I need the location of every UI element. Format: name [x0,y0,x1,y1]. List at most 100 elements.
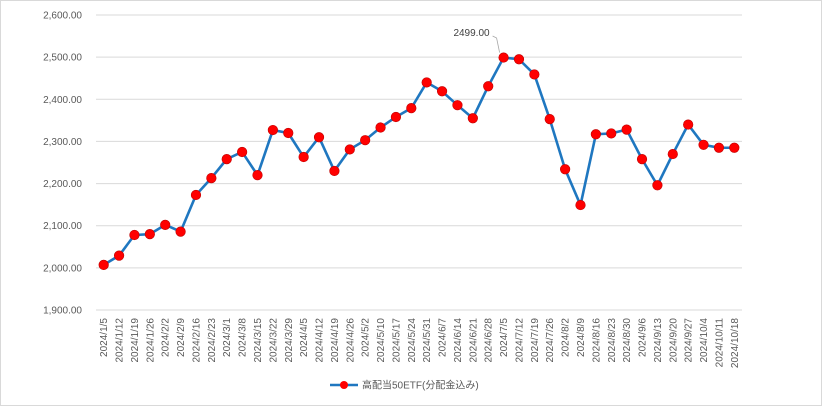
data-point [513,54,525,65]
legend-marker [340,381,348,389]
x-tick-label: 2024/3/8 [238,318,249,357]
data-point [452,100,463,111]
data-point [144,229,155,240]
data-point [529,69,540,80]
x-tick-label: 2024/1/12 [115,318,126,363]
data-point [298,151,309,163]
x-tick-label: 2024/3/22 [268,318,279,363]
x-tick-label: 2024/6/21 [468,318,479,363]
data-point [698,139,709,150]
data-point [329,165,340,177]
data-point [344,144,355,155]
x-tick-label: 2024/4/26 [345,318,356,363]
data-point [667,148,678,160]
x-tick-label: 2024/4/5 [299,318,310,357]
data-point [313,132,325,143]
data-point [713,142,725,153]
x-tick-label: 2024/7/19 [530,318,541,363]
x-tick-label: 2024/7/5 [499,318,510,357]
y-tick-label: 1,900.00 [43,306,82,317]
y-tick-label: 2,200.00 [43,179,82,190]
x-tick-label: 2024/9/27 [684,318,695,363]
x-tick-label: 2024/2/16 [191,318,202,363]
series-layer [98,52,740,271]
data-point [175,226,186,237]
data-point [560,164,571,175]
data-point [375,122,386,133]
data-point [498,52,509,63]
x-tick-label: 2024/9/6 [638,318,649,357]
x-tick-label: 2024/5/17 [391,318,402,363]
legend: 高配当50ETF(分配金込み) [330,379,479,392]
x-tick-label: 2024/7/12 [514,318,525,363]
data-point [421,77,432,88]
x-tick-label: 2024/2/23 [207,318,218,363]
x-tick-label: 2024/5/10 [376,318,387,363]
y-tick-label: 2,000.00 [43,263,82,274]
y-tick-label: 2,600.00 [43,11,82,22]
y-tick-label: 2,100.00 [43,221,82,232]
data-point [683,119,694,130]
y-tick-label: 2,400.00 [43,95,82,106]
x-tick-label: 2024/5/24 [407,318,418,363]
x-tick-label: 2024/6/14 [453,318,464,363]
x-tick-label: 2024/1/26 [145,318,156,363]
data-point [621,124,632,135]
data-point [406,103,417,114]
data-point [467,113,478,124]
legend-label: 高配当50ETF(分配金込み) [362,379,479,392]
data-point [160,219,171,230]
x-tick-label: 2024/8/23 [607,318,618,363]
data-point [575,199,586,211]
data-point [729,142,740,153]
data-point [652,180,663,191]
x-tick-label: 2024/3/1 [222,318,233,357]
data-point [190,189,202,201]
data-point [267,124,278,136]
data-point [544,113,555,125]
x-tick-label: 2024/1/19 [130,318,141,363]
x-axis-tick-labels: 2024/1/5 2024/1/12 2024/1/19 2024/1/26 2024/… [99,318,741,368]
x-tick-label: 2024/10/18 [730,318,741,368]
data-point [483,81,494,92]
data-point [636,154,648,165]
x-tick-label: 2024/1/5 [99,318,110,357]
x-tick-label: 2024/2/2 [161,318,172,357]
data-point [113,250,125,261]
x-tick-label: 2024/6/28 [484,318,495,363]
annotations-layer: 2499.00 [453,28,500,53]
y-axis-tick-labels: 1,900.00 2,000.00 2,100.00 2,200.00 2,300.00… [43,11,82,317]
x-tick-label: 2024/3/29 [284,318,295,363]
x-tick-label: 2024/4/12 [315,318,326,363]
x-tick-label: 2024/8/2 [561,318,572,357]
data-point [283,127,294,139]
x-tick-label: 2024/2/9 [176,318,187,357]
annotation-leader-line [492,35,500,53]
data-point [221,154,232,165]
y-tick-label: 2,500.00 [43,53,82,64]
x-tick-label: 2024/6/7 [438,318,449,357]
annotation-label: 2499.00 [453,28,490,39]
x-tick-label: 2024/8/30 [622,318,633,363]
data-point [129,229,140,241]
x-tick-label: 2024/5/2 [361,318,372,357]
x-tick-label: 2024/9/20 [668,318,679,363]
data-point [590,129,601,140]
data-point [360,135,371,146]
y-tick-label: 2,300.00 [43,137,82,148]
data-point [206,172,217,184]
x-tick-label: 2024/4/19 [330,318,341,363]
x-tick-label: 2024/8/16 [591,318,602,363]
data-point [436,86,448,97]
x-tick-label: 2024/5/31 [422,318,433,363]
x-tick-label: 2024/7/26 [545,318,556,363]
x-tick-label: 2024/3/15 [253,318,264,363]
x-tick-label: 2024/10/4 [699,318,710,363]
x-tick-label: 2024/10/11 [714,318,725,368]
x-tick-label: 2024/8/9 [576,318,587,357]
data-point [252,170,263,181]
data-point [606,128,617,139]
data-point [98,259,109,271]
